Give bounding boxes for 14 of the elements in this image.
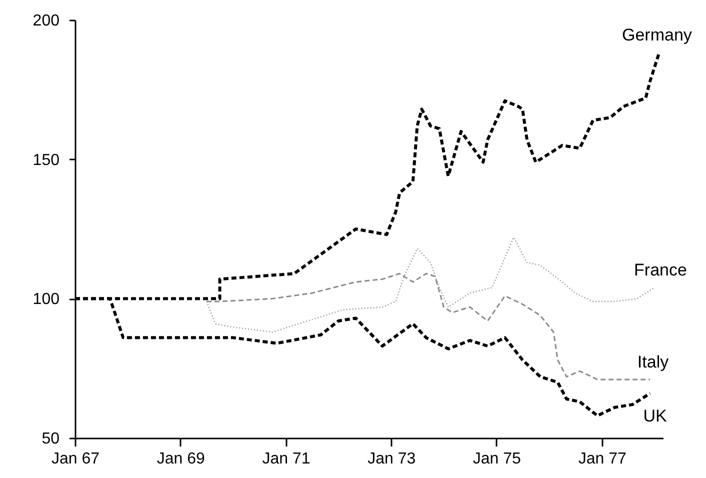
series-label: UK bbox=[643, 406, 668, 426]
x-tick-label: Jan 69 bbox=[156, 450, 206, 468]
series-label: Italy bbox=[637, 352, 670, 372]
x-tick-label: Jan 67 bbox=[51, 450, 100, 468]
y-tick-label: 200 bbox=[32, 12, 60, 30]
x-tick-label: Jan 73 bbox=[368, 450, 416, 468]
y-tick-label: 50 bbox=[42, 430, 60, 448]
series-label: Germany bbox=[622, 25, 692, 44]
x-tick-label: Jan 75 bbox=[472, 450, 522, 468]
x-tick-label: Jan 71 bbox=[262, 450, 310, 468]
series-label: France bbox=[634, 260, 687, 280]
y-tick-label: 100 bbox=[32, 291, 60, 308]
x-tick-label: Jan 77 bbox=[578, 450, 626, 468]
y-tick-label: 150 bbox=[32, 152, 60, 169]
